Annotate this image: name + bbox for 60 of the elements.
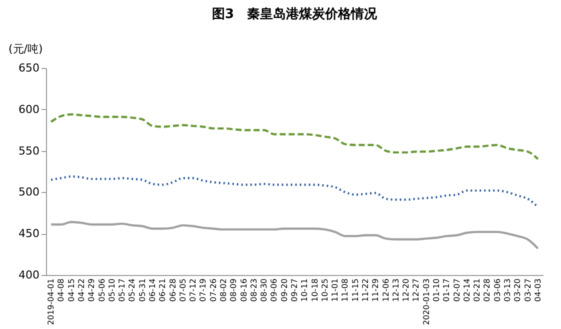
x-tick-label: 05-24 [128,278,137,302]
x-tick-label: 02-21 [472,278,482,302]
x-tick-label: 03-20 [513,278,522,302]
y-tick-label: 600 [18,102,40,116]
y-tick-label: 550 [18,144,40,158]
y-tick-label: 500 [18,186,40,199]
x-tick-label: 07-12 [188,278,198,302]
x-tick-label: 2020-01-03 [422,278,431,325]
line-series [50,175,540,208]
x-tick-label: 11-15 [350,278,360,302]
x-tick-label: 04-03 [533,278,542,302]
x-tick-label: 04-22 [77,278,86,302]
x-tick-label: 02-28 [482,278,492,302]
x-tick-label: 10-18 [310,278,320,302]
x-tick-label: 05-31 [138,278,147,302]
x-tick-label: 10-11 [300,278,310,302]
x-tick-label: 08-02 [219,278,228,302]
x-tick-label: 04-15 [66,278,76,302]
chart-title: 图3 秦皇岛港煤炭价格情况 [212,7,378,22]
x-tick-label: 12-06 [381,278,390,302]
x-tick-label: 03-06 [492,278,502,302]
x-tick-label: 03-13 [503,278,512,302]
x-tick-label: 11-29 [371,278,380,302]
x-tick-label: 11-08 [340,278,350,302]
line-series [50,220,540,250]
x-tick-label: 02-14 [462,278,472,302]
x-tick-label: 03-27 [523,278,532,302]
x-tick-label: 06-21 [158,278,168,302]
x-tick-label: 01-17 [442,278,452,302]
x-tick-label: 05-10 [107,278,116,302]
x-tick-label: 08-30 [260,278,269,302]
x-tick-label: 11-01 [330,278,340,302]
y-axis-title: (元/吨) [8,42,43,56]
x-tick-label: 12-20 [402,278,411,302]
x-tick-label: 12-13 [391,278,400,302]
x-tick-label: 09-20 [280,278,289,302]
x-tick-label: 01-10 [432,278,441,302]
y-tick-label: 400 [18,268,40,282]
line-series [50,113,540,160]
x-tick-label: 06-28 [168,278,178,302]
x-tick-label: 07-05 [178,278,188,302]
x-tick-label: 2019-04-01 [46,278,56,325]
x-tick-label: 12-27 [412,278,421,302]
x-tick-label: 08-09 [229,278,238,302]
x-tick-label: 08-16 [239,278,248,302]
x-tick-label: 11-22 [361,278,370,302]
x-tick-label: 10-25 [320,278,330,302]
x-tick-label: 09-06 [270,278,279,302]
y-tick-label: 450 [18,227,40,240]
x-tick-label: 06-14 [148,278,157,302]
x-tick-label: 04-29 [87,278,96,302]
x-tick-label: 08-23 [249,278,258,302]
x-tick-label: 05-06 [97,278,106,302]
x-tick-label: 09-27 [290,278,299,302]
x-tick-label: 04-08 [56,278,66,302]
y-tick-label: 650 [18,62,40,74]
x-tick-label: 05-17 [118,278,127,302]
x-tick-label: 07-19 [198,278,208,302]
x-tick-label: 07-26 [208,278,218,302]
x-tick-label: 02-07 [452,278,462,302]
